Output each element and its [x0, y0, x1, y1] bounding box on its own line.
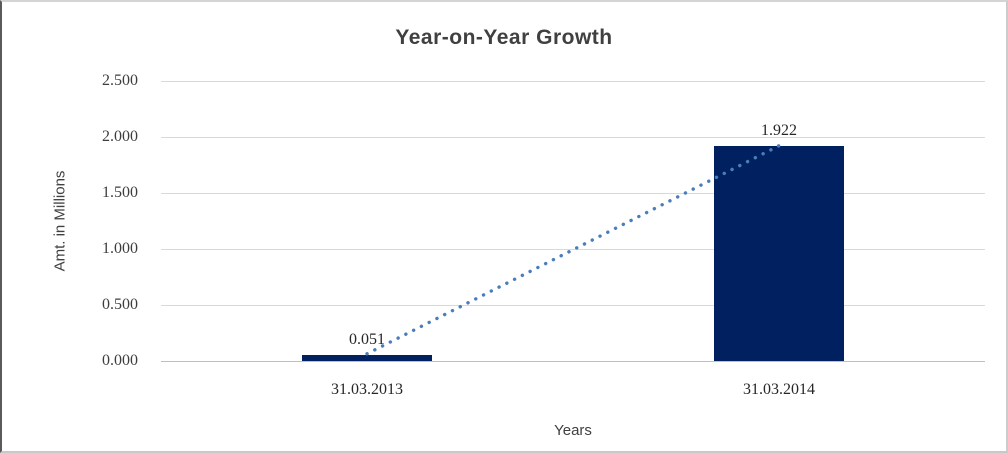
plot-area	[161, 81, 985, 362]
y-tick-label: 2.000	[102, 128, 138, 145]
bar-31.03.2013	[302, 355, 432, 361]
y-tick-label: 0.500	[102, 296, 138, 313]
gridline	[161, 137, 985, 138]
bar-31.03.2014	[714, 146, 844, 361]
x-axis-line	[161, 361, 985, 362]
data-label: 0.051	[349, 331, 385, 349]
y-tick-label: 1.500	[102, 184, 138, 201]
gridline	[161, 81, 985, 82]
y-tick-label: 0.000	[102, 352, 138, 369]
x-axis-title: Years	[554, 422, 592, 439]
chart-title: Year-on-Year Growth	[395, 26, 613, 49]
gridline	[161, 305, 985, 306]
x-tick-label: 31.03.2013	[331, 381, 403, 398]
y-tick-label: 2.500	[102, 72, 138, 89]
data-label: 1.922	[761, 121, 797, 139]
gridline	[161, 193, 985, 194]
gridline	[161, 249, 985, 250]
y-tick-label: 1.000	[102, 240, 138, 257]
x-tick-label: 31.03.2014	[743, 381, 815, 398]
trendline	[365, 144, 781, 356]
